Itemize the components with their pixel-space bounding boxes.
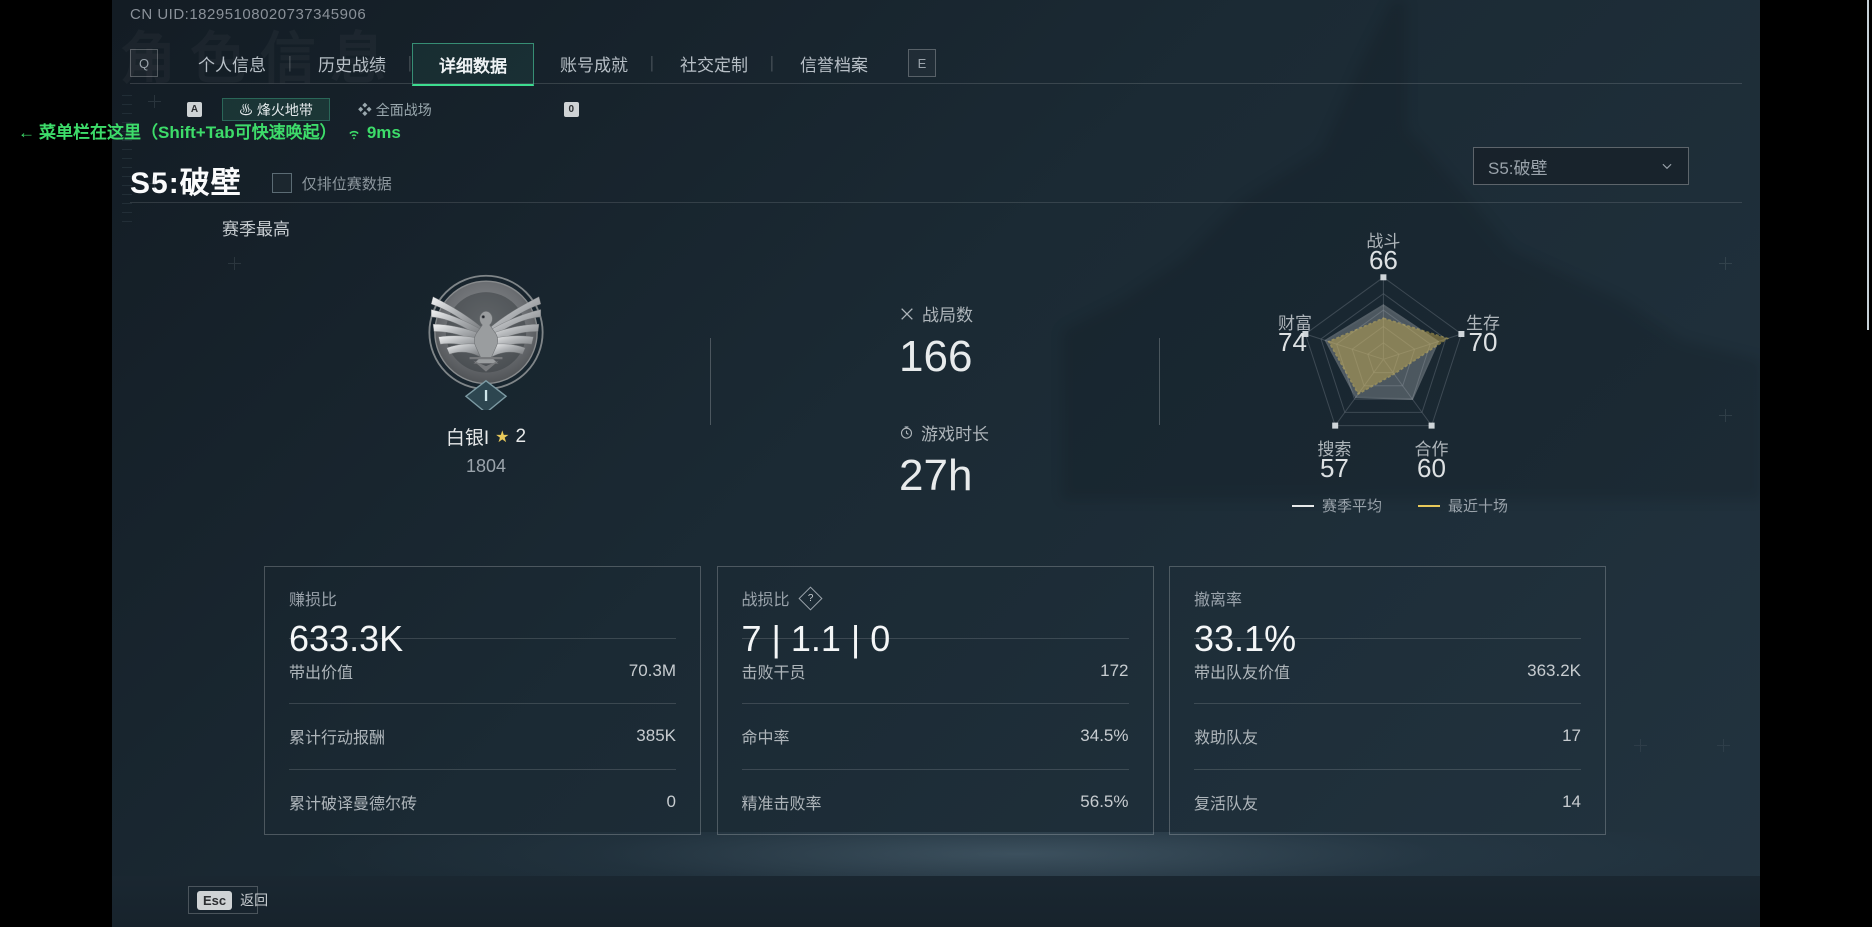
svg-text:66: 66 xyxy=(1369,245,1398,275)
svg-text:74: 74 xyxy=(1278,327,1307,357)
svg-text:60: 60 xyxy=(1417,453,1446,483)
svg-text:I: I xyxy=(484,388,488,405)
svg-text:57: 57 xyxy=(1320,453,1349,483)
svg-text:70: 70 xyxy=(1469,327,1498,357)
